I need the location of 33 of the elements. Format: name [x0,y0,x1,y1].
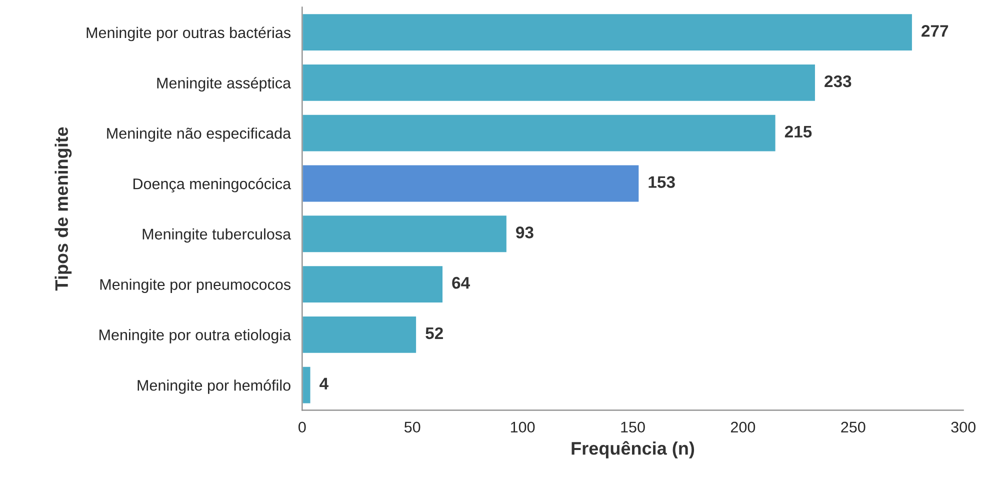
bar [302,214,508,254]
y-tick-label: Doença meningocócica [133,178,292,192]
bar [302,365,312,405]
data-label: 277 [922,25,948,37]
x-tick-label: 50 [404,422,420,433]
y-tick-label: Meningite não especificada [107,128,292,142]
data-label: 64 [452,276,470,289]
bar [302,315,418,354]
y-tick-label: Meningite por pneumococos [100,278,290,293]
data-label: 153 [648,176,675,188]
data-label: 4 [320,378,328,390]
data-label: 52 [426,327,443,340]
y-tick-label: Meningite por outras bactérias [86,26,290,42]
bar [302,12,914,52]
bar [302,264,444,304]
x-tick-label: 150 [621,422,645,433]
bar [302,164,640,204]
y-tick-label: Meningite asséptica [157,77,292,92]
y-tick-label: Meningite por hemófilo [138,379,290,394]
y-axis-title: Tipos de meningite [54,127,72,291]
x-tick-label: 250 [841,422,866,433]
y-tick-label: Meningite tuberculosa [142,228,292,243]
data-label: 215 [784,126,812,138]
x-axis-title: Frequência (n) [572,441,694,458]
x-tick-label: 0 [298,422,306,433]
x-tick-label: 300 [951,422,976,433]
x-tick-label: 100 [510,422,535,433]
x-tick-label: 200 [730,422,756,433]
y-tick-label: Meningite por outra etiologia [100,329,292,344]
bar [302,114,777,153]
data-label: 233 [824,75,852,88]
data-label: 93 [516,226,534,238]
bar [302,63,816,102]
